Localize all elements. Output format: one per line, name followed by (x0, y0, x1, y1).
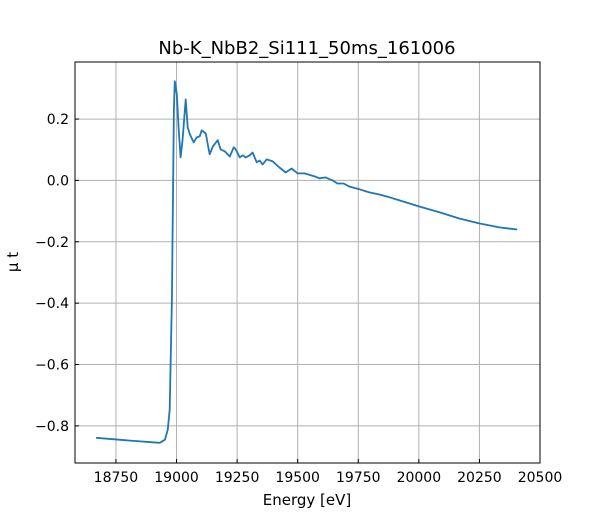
x-tick-label: 19250 (215, 470, 260, 486)
y-tick-label: 0.2 (47, 112, 69, 128)
series-line-group (96, 80, 518, 444)
y-tick-label: 0.0 (47, 173, 69, 189)
grid (75, 62, 541, 463)
ticks: 18750 19000 19250 19500 19750 20000 20250 20500… (35, 112, 562, 486)
x-tick-label: 20250 (457, 470, 502, 486)
x-tick-label: 19000 (154, 470, 199, 486)
y-tick-label: −0.6 (35, 358, 69, 374)
y-tick-label: −0.2 (35, 235, 69, 251)
x-axis-label: Energy [eV] (263, 491, 351, 509)
series-line (96, 80, 518, 444)
y-tick-label: −0.4 (35, 296, 69, 312)
y-tick-label: −0.8 (35, 419, 69, 435)
x-tick-label: 18750 (94, 470, 139, 486)
chart-title: Nb-K_NbB2_Si111_50ms_161006 (158, 38, 455, 59)
x-tick-label: 19500 (275, 470, 320, 486)
x-tick-label: 20000 (397, 470, 442, 486)
plot-frame (74, 61, 541, 464)
x-tick-label: 19750 (336, 470, 381, 486)
x-tick-label: 20500 (518, 470, 563, 486)
y-axis-label: μ t (4, 252, 22, 272)
